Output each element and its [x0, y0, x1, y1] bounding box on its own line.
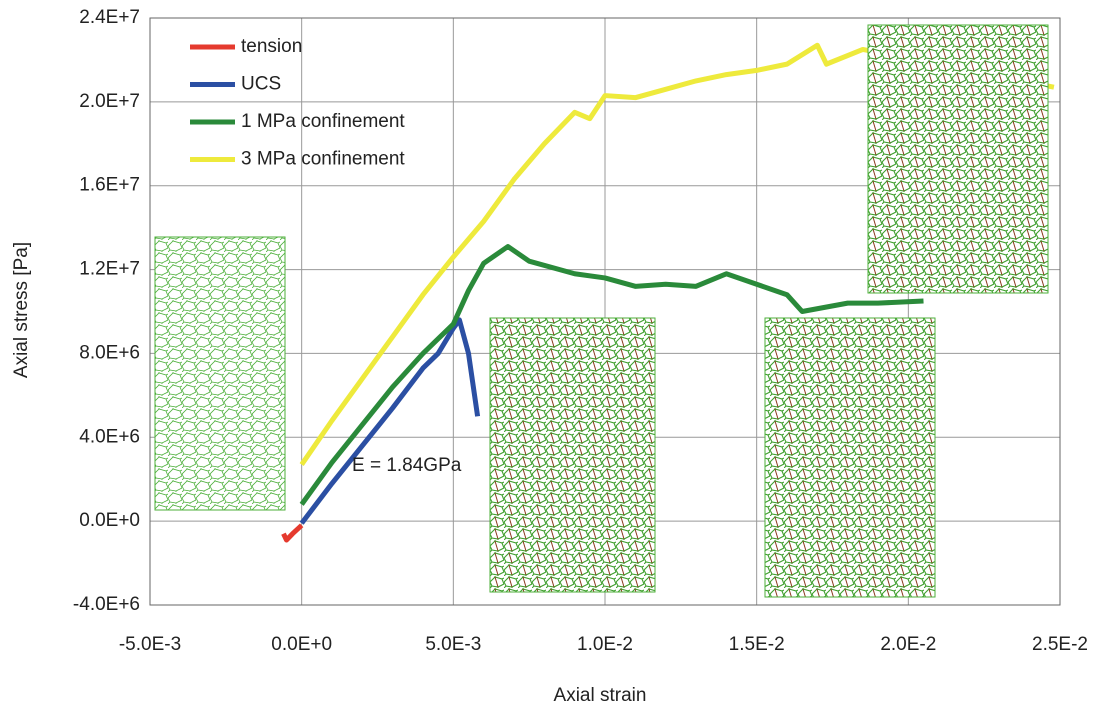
- specimen-image: [867, 24, 1049, 294]
- specimen-insets: [154, 24, 1049, 598]
- legend-label: 3 MPa confinement: [241, 149, 405, 170]
- y-axis-label: Axial stress [Pa]: [11, 242, 32, 378]
- plot-frame: [149, 17, 1061, 606]
- series-line: [299, 42, 1055, 466]
- y-tick-label: -4.0E+6: [73, 594, 140, 615]
- x-tick-label: 2.0E-2: [880, 634, 936, 655]
- specimen-image: [764, 317, 936, 598]
- y-tick-label: 1.2E+7: [79, 259, 140, 280]
- plot-lines: [281, 42, 1055, 543]
- annotation: E = 1.84GPa: [352, 455, 462, 476]
- x-tick-label: -5.0E-3: [119, 634, 181, 655]
- x-tick-label: 5.0E-3: [425, 634, 481, 655]
- legend: tension UCS 1 MPa confinement 3 MPa confine…: [190, 36, 405, 170]
- x-tick-label: 1.5E-2: [729, 634, 785, 655]
- y-tick-label: 0.0E+0: [79, 510, 140, 531]
- specimen-image: [154, 236, 286, 511]
- legend-label: 1 MPa confinement: [241, 111, 405, 132]
- legend-label: UCS: [241, 74, 281, 95]
- series-line: [299, 317, 481, 525]
- series-line: [281, 523, 304, 543]
- y-tick-label: 2.0E+7: [79, 91, 140, 112]
- x-axis-label: Axial strain: [554, 685, 647, 706]
- y-tick-label: 4.0E+6: [79, 426, 140, 447]
- x-tick-label: 1.0E-2: [577, 634, 633, 655]
- y-tick-label: 1.6E+7: [79, 175, 140, 196]
- y-tick-label: 8.0E+6: [79, 342, 140, 363]
- x-tick-label: 2.5E-2: [1032, 634, 1088, 655]
- x-tick-label: 0.0E+0: [271, 634, 332, 655]
- specimen-image: [489, 317, 656, 593]
- legend-label: tension: [241, 36, 302, 57]
- y-tick-label: 2.4E+7: [79, 7, 140, 28]
- series-line: [299, 244, 924, 506]
